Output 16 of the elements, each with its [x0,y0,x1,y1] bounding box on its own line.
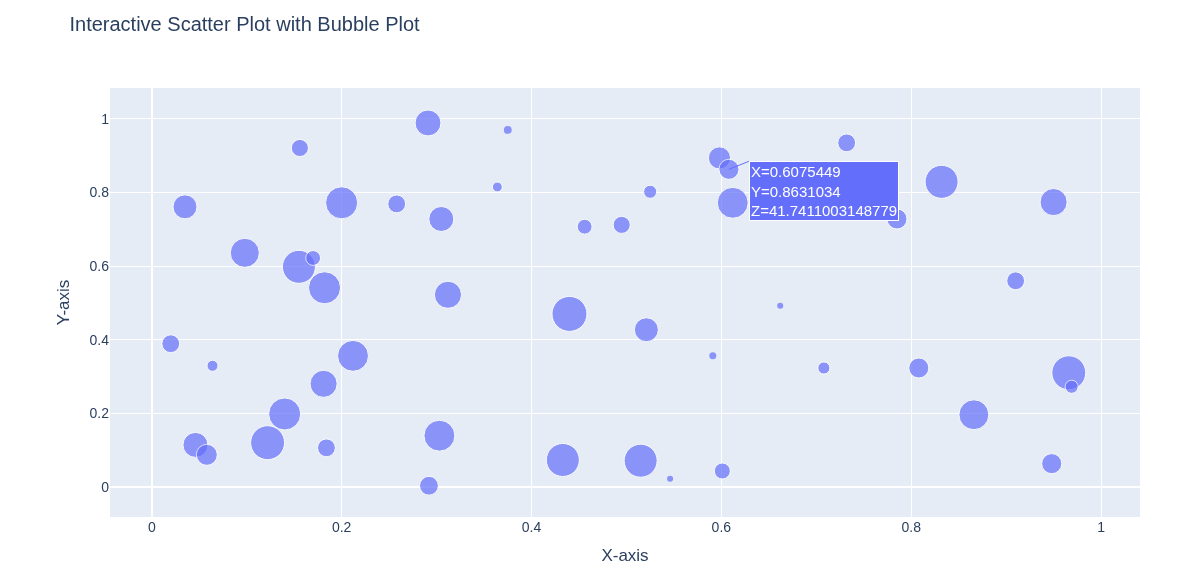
chart-title: Interactive Scatter Plot with Bubble Plot [69,13,421,36]
y-tick-label: 0.2 [89,405,110,422]
x-tick-label: 0.4 [521,519,542,535]
y-tick-label: 0.6 [89,257,110,274]
x-axis-title: X-axis [601,546,649,566]
x-tick-label: 0 [147,519,156,535]
y-tick-label: 1 [101,110,110,127]
x-tick-label: 0.8 [901,519,922,535]
annotation: X=0.6075449 Y=0.8631034 Z=41.7411003148779 [751,163,898,219]
y-tick-label: 0.4 [89,331,110,348]
y-axis-title: Y-axis [54,279,74,326]
y-tick-label: 0.8 [89,184,110,201]
x-tick-label: 0.2 [331,519,352,535]
y-tick-label: 0 [101,478,110,495]
x-tick-label: 1 [1097,519,1106,535]
x-tick-label: 0.6 [711,519,732,535]
